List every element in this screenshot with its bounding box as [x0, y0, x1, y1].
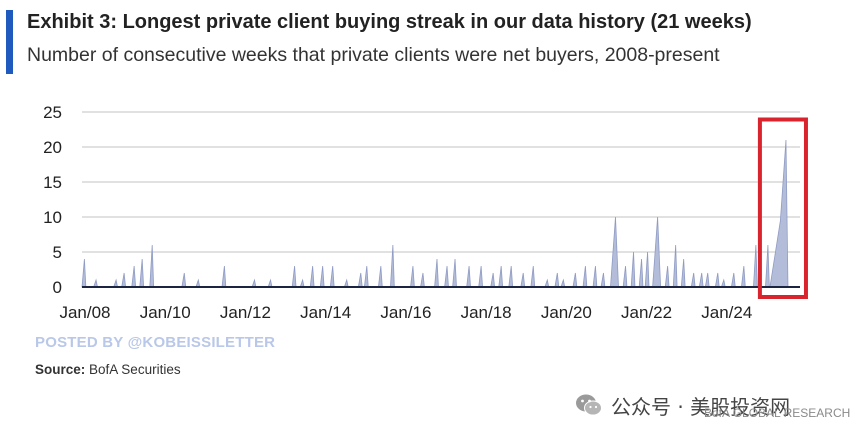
series-peak-13: [299, 278, 305, 288]
series-peak-11: [267, 278, 273, 288]
series-peak-29: [490, 272, 496, 288]
y-tick-label-5: 5: [53, 243, 62, 262]
series-peak-42: [622, 265, 628, 288]
series-peak-7: [181, 272, 187, 288]
series-peak-39: [592, 265, 598, 288]
series-peak-58: [765, 244, 770, 288]
series-peak-19: [363, 265, 369, 288]
series-peak-2: [113, 278, 119, 288]
watermark: POSTED BY @KOBEISSILETTER: [35, 334, 276, 351]
series-peak-35: [554, 272, 560, 288]
title-accent-bar: [6, 10, 13, 74]
series-peak-5: [139, 258, 145, 288]
x-tick-label-Jan-12: Jan/12: [220, 303, 271, 322]
x-tick-label-Jan-18: Jan/18: [461, 303, 512, 322]
series-peak-22: [410, 265, 415, 288]
grid-lines: [82, 111, 800, 253]
series-peak-37: [572, 272, 578, 288]
y-tick-label-20: 20: [43, 138, 62, 157]
x-tick-label-Jan-24: Jan/24: [701, 303, 752, 322]
series-peak-45: [644, 251, 650, 288]
series-peak-50: [690, 272, 696, 288]
series-peak-26: [452, 258, 457, 288]
bofa-research-footer: BofA GLOBAL RESEARCH: [704, 406, 851, 420]
series-peak-10: [251, 278, 257, 288]
x-axis-ticks: Jan/08 Jan/10 Jan/12 Jan/14 Jan/16 Jan/18 Jan/…: [59, 303, 752, 322]
wechat-text: 公众号 · 美股投资网: [611, 394, 791, 419]
series-peak-33: [530, 265, 536, 288]
y-axis-ticks: 0 5 10 15 20 25: [43, 103, 62, 297]
series-peak-56: [740, 265, 746, 288]
y-tick-label-25: 25: [43, 103, 62, 122]
series-peak-55: [730, 272, 736, 288]
series-peak-49: [680, 258, 686, 288]
series-peak-4: [131, 265, 137, 288]
series-peak-51: [698, 272, 704, 288]
series-peak-27: [466, 265, 471, 288]
y-tick-label-10: 10: [43, 208, 62, 227]
series-peak-44: [638, 258, 644, 288]
chart-title: Exhibit 3: Longest private client buying…: [27, 11, 752, 33]
series-peak-54: [720, 278, 726, 288]
series-peak-38: [582, 265, 588, 288]
series-peak-3: [121, 272, 127, 288]
series-peak-30: [498, 265, 504, 288]
wechat-icon: [576, 394, 602, 416]
series-peak-36: [560, 278, 566, 288]
y-tick-label-15: 15: [43, 173, 62, 192]
series-peak-21: [390, 244, 395, 288]
x-tick-label-Jan-14: Jan/14: [300, 303, 351, 322]
series-peak-59: [769, 139, 789, 288]
y-tick-label-0: 0: [53, 278, 62, 297]
series-peak-24: [434, 258, 439, 288]
x-tick-label-Jan-20: Jan/20: [541, 303, 592, 322]
series-peak-52: [704, 272, 710, 288]
series-peak-57: [753, 244, 758, 288]
series-peak-17: [343, 278, 349, 288]
series-peak-6: [149, 244, 155, 288]
series-peak-32: [520, 272, 526, 288]
x-tick-label-Jan-10: Jan/10: [140, 303, 191, 322]
highlight-box: [757, 117, 808, 299]
series-peak-1: [93, 278, 98, 288]
series-peak-20: [377, 265, 383, 288]
series-peak-23: [420, 272, 425, 288]
series-peak-47: [664, 265, 670, 288]
x-tick-label-Jan-22: Jan/22: [621, 303, 672, 322]
series-peak-12: [291, 265, 297, 288]
series-peak-15: [319, 265, 325, 288]
series-peak-28: [478, 265, 483, 288]
series-peak-34: [544, 278, 550, 288]
source-note: Source: BofA Securities: [35, 362, 181, 377]
chart-subtitle: Number of consecutive weeks that private…: [27, 44, 720, 66]
series-peak-48: [672, 244, 678, 288]
wechat-watermark: 公众号 · 美股投资网: [575, 392, 791, 419]
series-peak-25: [444, 265, 449, 288]
series-area: [81, 139, 789, 288]
source-label: Source:: [35, 362, 86, 377]
series-peak-31: [508, 265, 514, 288]
series-peak-9: [221, 265, 227, 288]
x-tick-label-Jan-08: Jan/08: [59, 303, 110, 322]
source-text: BofA Securities: [89, 362, 181, 377]
series-peak-40: [600, 272, 606, 288]
x-tick-label-Jan-16: Jan/16: [380, 303, 431, 322]
series-peak-18: [357, 272, 363, 288]
series-peak-14: [309, 265, 315, 288]
series-peak-53: [714, 272, 720, 288]
series-peak-16: [329, 265, 335, 288]
series-peak-43: [630, 251, 636, 288]
series-peak-8: [195, 278, 201, 288]
series-peak-0: [81, 258, 87, 288]
